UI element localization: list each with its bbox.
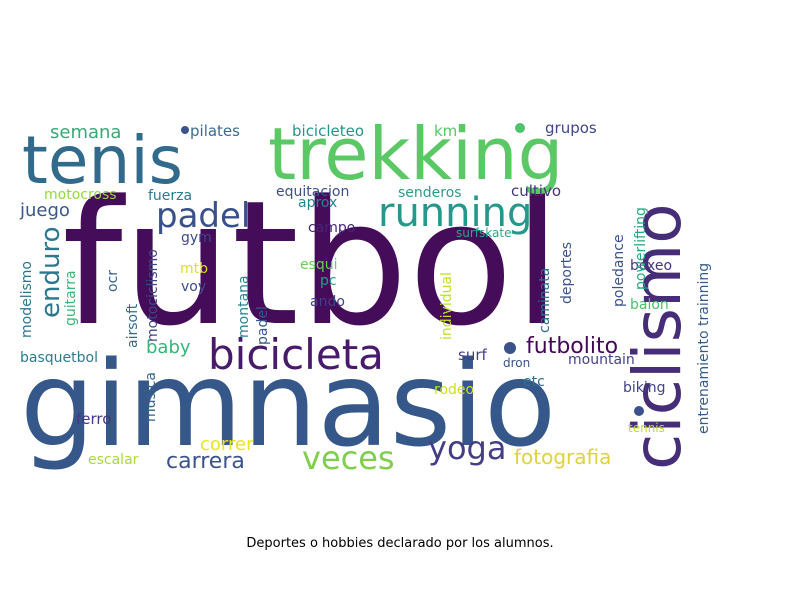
word-gimnasio: gimnasio bbox=[20, 335, 557, 473]
word-modelismo: modelismo bbox=[19, 261, 35, 338]
word-ocr: ocr bbox=[105, 269, 121, 292]
word-montana: montana bbox=[236, 275, 252, 338]
dot-mark bbox=[504, 342, 516, 354]
word-mtb: mtb bbox=[180, 261, 209, 277]
word-gym: gym bbox=[181, 230, 212, 246]
word-campo: campo bbox=[308, 220, 356, 236]
word-powerlifting: powerlifting bbox=[633, 207, 649, 290]
word-musica: musica bbox=[143, 372, 159, 422]
word-baby: baby bbox=[146, 337, 191, 358]
word-ando: ando bbox=[310, 294, 345, 310]
word-motociclismo: motociclismo bbox=[145, 249, 161, 342]
dot-mark bbox=[515, 123, 525, 133]
word-ferro: ferro bbox=[76, 410, 112, 428]
word-surf: surf bbox=[458, 346, 487, 364]
word-caminata: caminata bbox=[537, 267, 553, 333]
word-voy: voy bbox=[181, 279, 207, 295]
word-dron: dron bbox=[503, 356, 531, 370]
word-veces: veces bbox=[302, 439, 395, 477]
word-running: running bbox=[378, 190, 533, 236]
word-enduro: enduro bbox=[36, 226, 66, 318]
word-etc: etc bbox=[523, 374, 545, 390]
word-rodeo: rodeo bbox=[434, 382, 475, 398]
word-airsoft: airsoft bbox=[125, 303, 141, 348]
word-tennis: tennis bbox=[628, 421, 665, 435]
word-escalar: escalar bbox=[88, 452, 139, 468]
word-boxeo: boxeo bbox=[630, 258, 673, 274]
word-individual: individual bbox=[439, 272, 455, 340]
word-tenis: tenis bbox=[22, 122, 184, 199]
word-biking: biking bbox=[623, 380, 666, 396]
word-pc: pc bbox=[320, 273, 337, 289]
dot-mark bbox=[634, 406, 644, 416]
word-padel: padel bbox=[156, 196, 251, 236]
word-motocross: motocross bbox=[44, 187, 117, 203]
word-guitarra: guitarra bbox=[63, 270, 79, 326]
word-aprox: aprox bbox=[298, 195, 338, 211]
figure-caption: Deportes o hobbies declarado por los alu… bbox=[246, 536, 554, 551]
dot-mark bbox=[181, 126, 189, 134]
word-balon: balon bbox=[630, 297, 669, 313]
word-correr: correr bbox=[200, 434, 254, 455]
word-senderos: senderos bbox=[398, 185, 462, 201]
word-deportes: deportes bbox=[559, 241, 575, 304]
word-yoga: yoga bbox=[428, 429, 507, 467]
word-pilates: pilates bbox=[190, 122, 240, 140]
word-km: km bbox=[434, 122, 458, 140]
word-semana: semana bbox=[50, 122, 122, 143]
word-surfskate: surfskate bbox=[456, 226, 512, 240]
word-mountain: mountain bbox=[568, 352, 635, 368]
word-futbolito: futbolito bbox=[526, 334, 619, 359]
word-padel-small: padel bbox=[255, 306, 271, 345]
word-bicicleteo: bicicleteo bbox=[292, 122, 365, 140]
word-cultivo: cultivo bbox=[511, 182, 562, 200]
word-poledance: poledance bbox=[611, 234, 627, 307]
word-equitacion: equitacion bbox=[276, 184, 350, 200]
word-trekking: trekking bbox=[268, 112, 564, 196]
word-basquetbol: basquetbol bbox=[20, 350, 98, 366]
word-fotografia: fotografia bbox=[514, 445, 612, 469]
word-esqui: esqui bbox=[300, 257, 338, 273]
word-bicicleta: bicicleta bbox=[208, 330, 384, 379]
word-futbol: futbol bbox=[62, 163, 562, 364]
word-carrera: carrera bbox=[166, 449, 245, 474]
word-entrenamiento-trainning: entrenamiento trainning bbox=[696, 262, 712, 434]
word-grupos: grupos bbox=[545, 119, 597, 137]
word-fuerza: fuerza bbox=[148, 188, 193, 204]
word-juego: juego bbox=[20, 200, 70, 221]
